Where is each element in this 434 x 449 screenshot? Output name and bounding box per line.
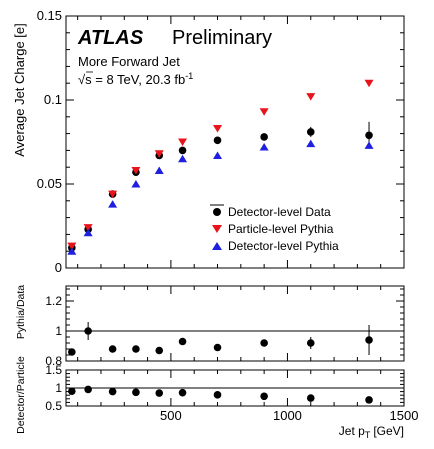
main-y-tick-label: 0.1 [44,92,62,107]
ratio2-point [365,396,373,404]
ratio1-point [68,348,76,356]
legend-detector-marker [212,242,222,250]
ratio1-point [365,336,373,344]
x-label-text: Jet p [339,424,365,438]
ratio2-point [108,387,117,396]
point-particle-level-pythia [108,190,118,199]
atlas-label: ATLAS [77,27,144,49]
ratio2-point [68,387,76,396]
point-particle-level-pythia [178,138,188,146]
point-particle-level-pythia [83,224,93,232]
point-detector-level-pythia [131,180,141,188]
ratio1-point [84,327,92,335]
point-particle-level-pythia [213,125,223,133]
ratio2-y-tick-label: 0.5 [45,399,62,413]
ratio1-point [260,339,268,347]
ratio1-point [155,346,164,355]
x-tick-label: 500 [160,408,182,423]
legend-data-marker [213,208,221,216]
preliminary-label: Preliminary [172,27,272,49]
point-particle-level-pythia [154,150,164,158]
ratio1-frame [65,285,405,362]
point-particle-level-pythia [364,79,374,88]
ratio1-point [306,339,315,347]
legend-label-detector: Detector-level Pythia [228,239,339,253]
point-detector-level-data [306,128,315,136]
legend-label-data: Detector-level Data [228,205,331,219]
point-detector-level-pythia [108,200,118,208]
legend-item-detector: Detector-level Pythia [212,239,339,253]
point-particle-level-pythia [259,108,269,116]
legend: Detector-level Data Particle-level Pythi… [210,204,339,253]
ratio2-point [84,385,92,394]
point-detector-level-data [260,133,268,141]
legend-label-particle: Particle-level Pythia [228,222,334,236]
energy-text: √s = 8 TeV, 20.3 fb [78,72,185,87]
point-detector-level-data [178,146,187,155]
ratio2-point [155,389,164,397]
legend-particle-marker [212,225,222,233]
point-detector-level-data [213,136,222,145]
ratio2-point [132,388,140,397]
point-detector-level-pythia [306,139,316,148]
main-y-tick-label: 0 [55,260,62,275]
point-particle-level-pythia [67,242,77,251]
ratio2-y-tick-label: 1.5 [45,363,62,377]
point-detector-level-pythia [154,166,164,175]
main-y-tick-label: 0.05 [37,176,62,191]
point-detector-level-pythia [83,228,93,237]
ratio2-point [178,388,187,397]
x-axis-label: Jet pT [GeV] [339,424,404,440]
point-detector-level-pythia [67,247,77,255]
ratio1-panel: 0.8 1 1.2 [45,285,405,368]
ratio1-y-tick-label: 1.2 [45,294,62,308]
ratio1-point [132,345,140,353]
panels: 0 0.05 0.1 0.15 0.8 1 1.2 0.5 1 1.5 500 1000 1500 [37,8,419,423]
x-tick-label: 1500 [390,408,419,423]
point-detector-level-pythia [364,141,374,149]
energy-lumi-label: √s = 8 TeV, 20.3 fb-1 [78,71,193,87]
ratio2-y-tick-label: 1 [55,381,62,395]
main-frame [65,15,405,269]
lumi-exponent: -1 [185,71,193,81]
legend-item-particle: Particle-level Pythia [212,222,334,236]
main-panel: 0 0.05 0.1 0.15 [37,8,405,275]
plot-subtitle: More Forward Jet [78,54,180,69]
x-tick-label: 1000 [273,408,302,423]
ratio2-panel: 0.5 1 1.5 500 1000 1500 [45,363,418,423]
ratio1-y-tick-label: 1 [55,324,62,338]
ratio1-point [108,345,117,353]
point-particle-level-pythia [131,167,141,175]
main-y-tick-label: 0.15 [37,8,62,23]
ratio2-point [306,394,315,402]
ratio1-point [178,337,187,346]
point-detector-level-pythia [213,151,223,159]
legend-item-data: Detector-level Data [210,204,331,219]
ratio1-point [213,343,222,352]
point-detector-level-pythia [178,154,188,163]
point-detector-level-pythia [259,143,269,151]
x-label-unit: [GeV] [373,424,404,438]
main-ylabel: Average Jet Charge [e] [12,23,27,156]
point-detector-level-data [365,131,373,140]
ratio2-point [260,392,268,401]
ratio2-point [213,391,222,399]
point-particle-level-pythia [306,93,316,101]
x-label-subscript: T [365,430,371,440]
ratio1-ylabel: Pythia/Data [15,285,27,339]
ratio1-y-tick-label: 0.8 [45,354,62,368]
ratio2-ylabel: Detector/Particle [15,356,27,434]
